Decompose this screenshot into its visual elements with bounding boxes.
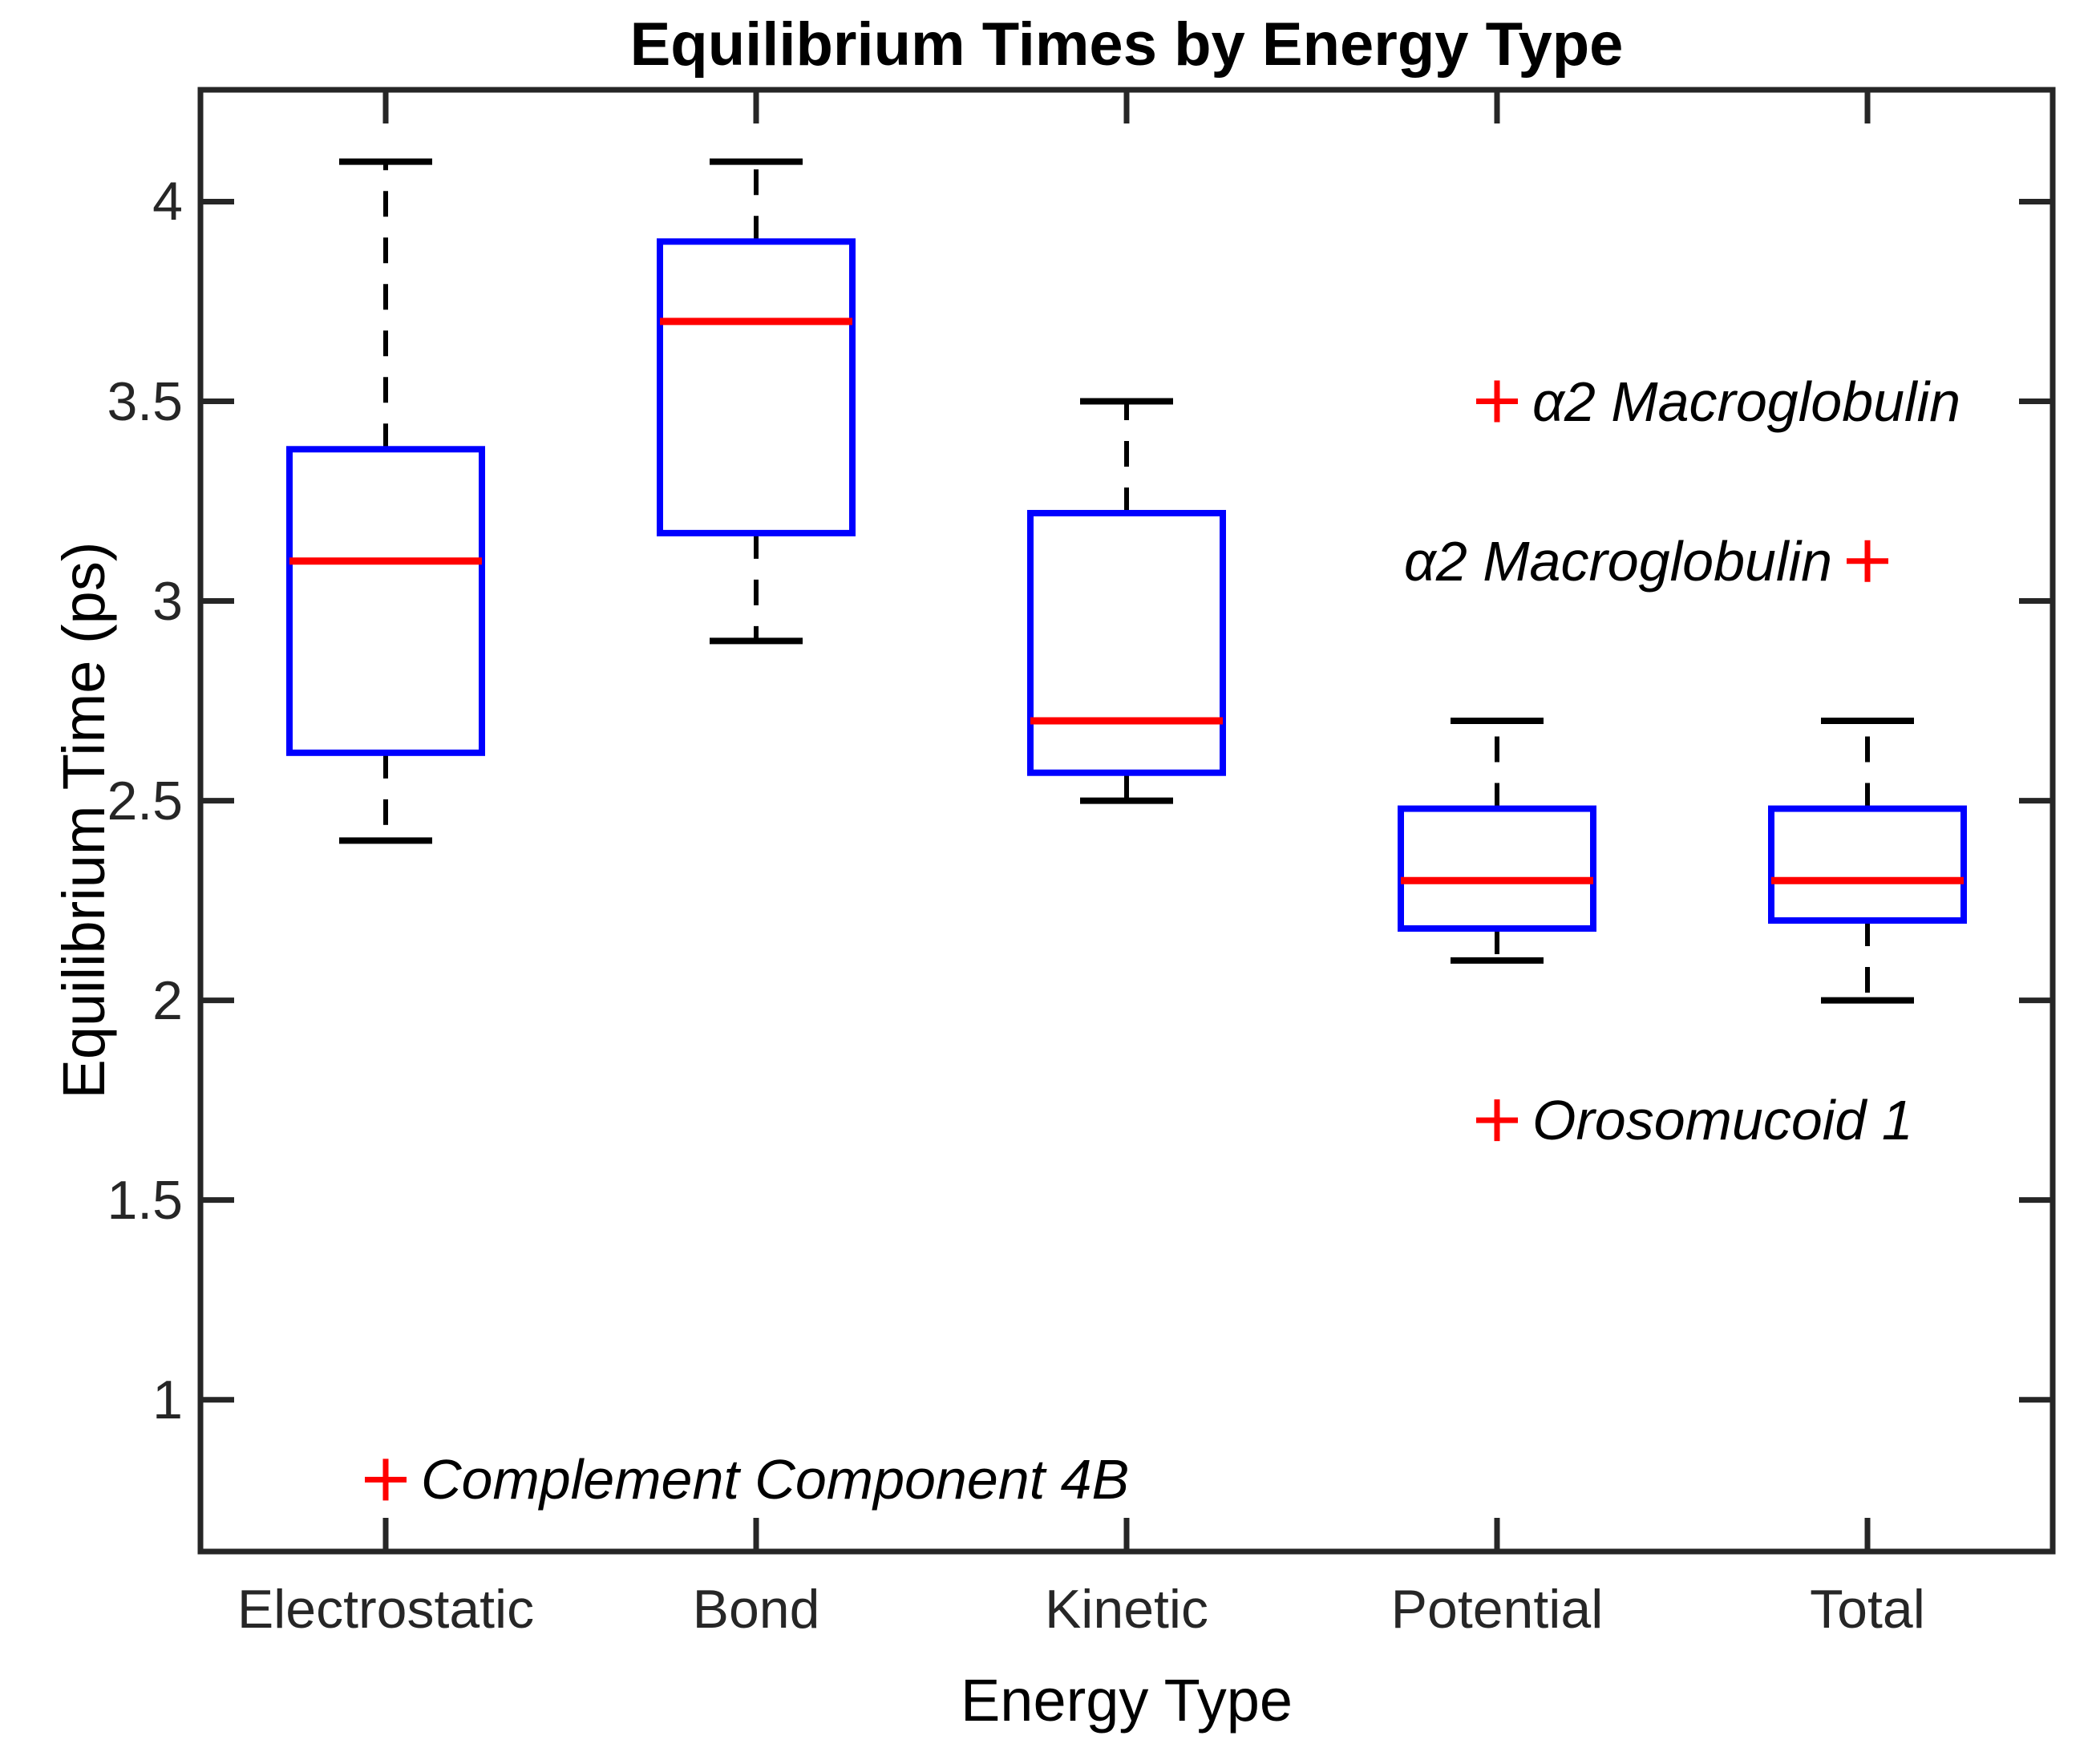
iqr-box bbox=[1027, 509, 1226, 776]
iqr-box bbox=[1398, 805, 1596, 932]
axes-box bbox=[197, 87, 2056, 1555]
x-tick-label: Electrostatic bbox=[237, 1579, 535, 1640]
y-tick-label: 1 bbox=[152, 1369, 183, 1430]
y-tick-label: 2 bbox=[152, 969, 183, 1031]
x-tick-label: Bond bbox=[692, 1579, 820, 1640]
x-tick-label: Total bbox=[1810, 1579, 1925, 1640]
x-tick-label: Kinetic bbox=[1044, 1579, 1209, 1640]
box-potential bbox=[1398, 717, 1596, 964]
x-axis-label: Energy Type bbox=[960, 1667, 1293, 1734]
box-kinetic bbox=[1027, 398, 1226, 804]
y-tick-label: 3 bbox=[152, 570, 183, 632]
outlier-label: α2 Macroglobulin bbox=[1403, 529, 1832, 593]
iqr-box bbox=[657, 238, 856, 536]
outlier-label: Orosomucoid 1 bbox=[1532, 1089, 1913, 1152]
iqr-box bbox=[1768, 805, 1967, 924]
y-tick-label: 1.5 bbox=[107, 1169, 183, 1231]
y-tick-label: 3.5 bbox=[107, 370, 183, 432]
outlier-label: α2 Macroglobulin bbox=[1532, 370, 1961, 433]
y-tick-label: 2.5 bbox=[107, 770, 183, 831]
box-bond bbox=[657, 158, 856, 645]
outlier-marker bbox=[1476, 1099, 1518, 1142]
outlier-marker bbox=[1476, 380, 1518, 423]
outlier-marker bbox=[1847, 540, 1888, 582]
box-electrostatic bbox=[286, 158, 485, 844]
iqr-box bbox=[286, 446, 485, 756]
chart-title: Equilibrium Times by Energy Type bbox=[629, 10, 1624, 79]
outlier-marker bbox=[365, 1459, 407, 1501]
box-total bbox=[1768, 717, 1967, 1004]
outlier-label: Complement Component 4B bbox=[421, 1448, 1130, 1511]
y-tick-label: 4 bbox=[152, 171, 183, 233]
x-tick-label: Potential bbox=[1390, 1579, 1604, 1640]
